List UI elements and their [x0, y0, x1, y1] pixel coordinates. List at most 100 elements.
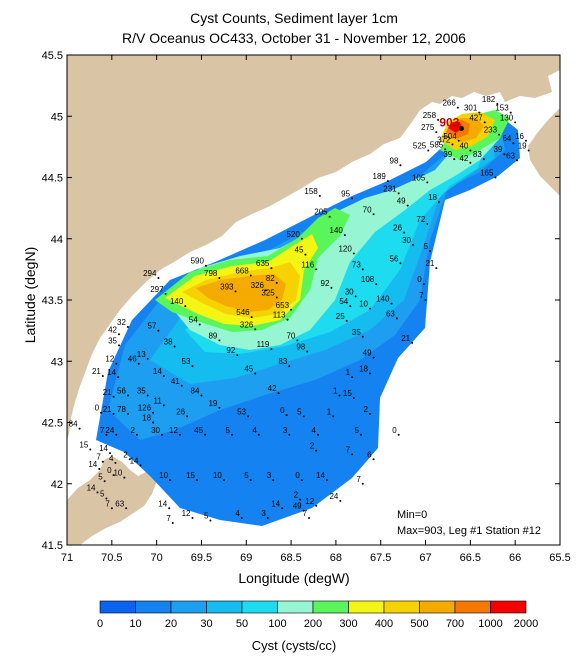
station-dot	[112, 474, 115, 477]
station-label: 668	[235, 267, 249, 276]
station-dot	[315, 449, 318, 452]
contour-500	[196, 274, 286, 312]
station-label: 53	[182, 357, 191, 366]
y-axis-label: Latitude (degN)	[22, 246, 38, 344]
station-label: 35	[108, 336, 117, 345]
station-label: 546	[236, 308, 250, 317]
station-label: 78	[117, 405, 126, 414]
station-dot	[157, 329, 160, 332]
station-dot	[338, 394, 341, 397]
station-label: 297	[150, 285, 164, 294]
station-dot	[171, 521, 174, 524]
station-label: 16	[515, 132, 524, 141]
station-dot	[157, 276, 160, 279]
station-dot	[361, 335, 364, 338]
station-dot	[514, 121, 517, 124]
station-label: 3	[283, 426, 288, 435]
station-label: 13	[137, 350, 146, 359]
x-tick-label: 67	[419, 552, 431, 564]
station-label: 30	[151, 426, 160, 435]
station-dot	[234, 290, 237, 293]
station-label: 12	[305, 497, 314, 506]
station-dot	[458, 126, 464, 131]
colorbar-swatch	[419, 600, 456, 614]
station-label: 2	[130, 426, 135, 435]
station-label: 7	[356, 475, 361, 484]
station-label: 0	[392, 426, 397, 435]
station-label: 38	[164, 338, 173, 347]
x-tick-label: 66.5	[460, 552, 481, 564]
station-dot	[128, 458, 131, 461]
colorbar-swatch	[454, 600, 491, 614]
station-dot	[403, 231, 406, 234]
station-dot	[368, 412, 371, 415]
station-label: 1	[346, 368, 351, 377]
colorbar-tick-label: 1000	[478, 618, 502, 630]
colorbar-tick-label: 200	[304, 618, 322, 630]
station-label: 63	[506, 151, 515, 160]
station-label: 18	[359, 365, 368, 374]
station-dot	[110, 507, 113, 510]
station-label: 5	[204, 512, 209, 521]
station-label: 45	[194, 426, 203, 435]
station-dot	[451, 143, 454, 146]
station-dot	[247, 415, 250, 418]
x-tick-label: 70.5	[101, 552, 122, 564]
station-label: 158	[304, 187, 318, 196]
station-dot	[89, 448, 92, 451]
station-dot	[437, 201, 440, 203]
station-dot	[494, 176, 497, 179]
station-dot	[101, 460, 104, 463]
station-dot	[105, 497, 108, 500]
station-label: 41	[171, 377, 180, 386]
station-label: 5	[244, 471, 249, 480]
station-dot	[435, 267, 438, 270]
station-dot	[453, 158, 456, 161]
station-label: 189	[373, 172, 387, 181]
station-label: 275	[421, 123, 435, 132]
station-dot	[308, 517, 311, 520]
station-dot	[254, 372, 257, 375]
colorbar-swatch	[312, 600, 349, 614]
colorbar-swatch	[383, 600, 420, 614]
station-dot	[240, 517, 243, 520]
station-dot	[186, 415, 189, 418]
station-dot	[316, 433, 319, 436]
station-dot	[105, 433, 108, 436]
station-label: 10	[159, 471, 168, 480]
y-tick-label: 43.5	[42, 295, 63, 307]
station-dot	[98, 468, 101, 471]
station-dot	[352, 397, 355, 399]
station-dot	[288, 433, 291, 436]
station-dot	[184, 305, 187, 308]
station-label: 14	[271, 499, 280, 508]
station-label: 54	[189, 316, 198, 325]
station-dot	[266, 517, 269, 520]
station-dot	[112, 412, 115, 415]
y-tick-label: 42	[51, 479, 63, 491]
station-label: 5	[98, 472, 103, 481]
station-label: 10	[113, 469, 122, 478]
colorbar-tick-label: 500	[410, 618, 428, 630]
station-dot	[230, 433, 233, 436]
station-label: 10	[359, 300, 368, 309]
station-dot	[515, 159, 518, 162]
station-label: 73	[352, 260, 361, 269]
contour-fill	[96, 110, 520, 526]
station-label: 525	[413, 142, 427, 151]
station-label: 258	[423, 111, 437, 120]
station-dot	[117, 376, 120, 379]
y-tick-label: 41.5	[42, 540, 63, 552]
colorbar-tick-label: 700	[446, 618, 464, 630]
station-label: 3	[267, 471, 272, 480]
station-label: 35	[352, 328, 361, 337]
station-label: 84	[191, 387, 200, 396]
station-label: 4	[109, 454, 114, 463]
station-label: 42	[268, 384, 277, 393]
station-label: 15	[343, 389, 352, 398]
station-dot	[330, 286, 333, 289]
colorbar-title: Cyst (cysts/cc)	[251, 638, 337, 653]
station-dot	[146, 394, 149, 397]
station-dot	[222, 479, 225, 482]
station-label: 116	[301, 260, 314, 269]
